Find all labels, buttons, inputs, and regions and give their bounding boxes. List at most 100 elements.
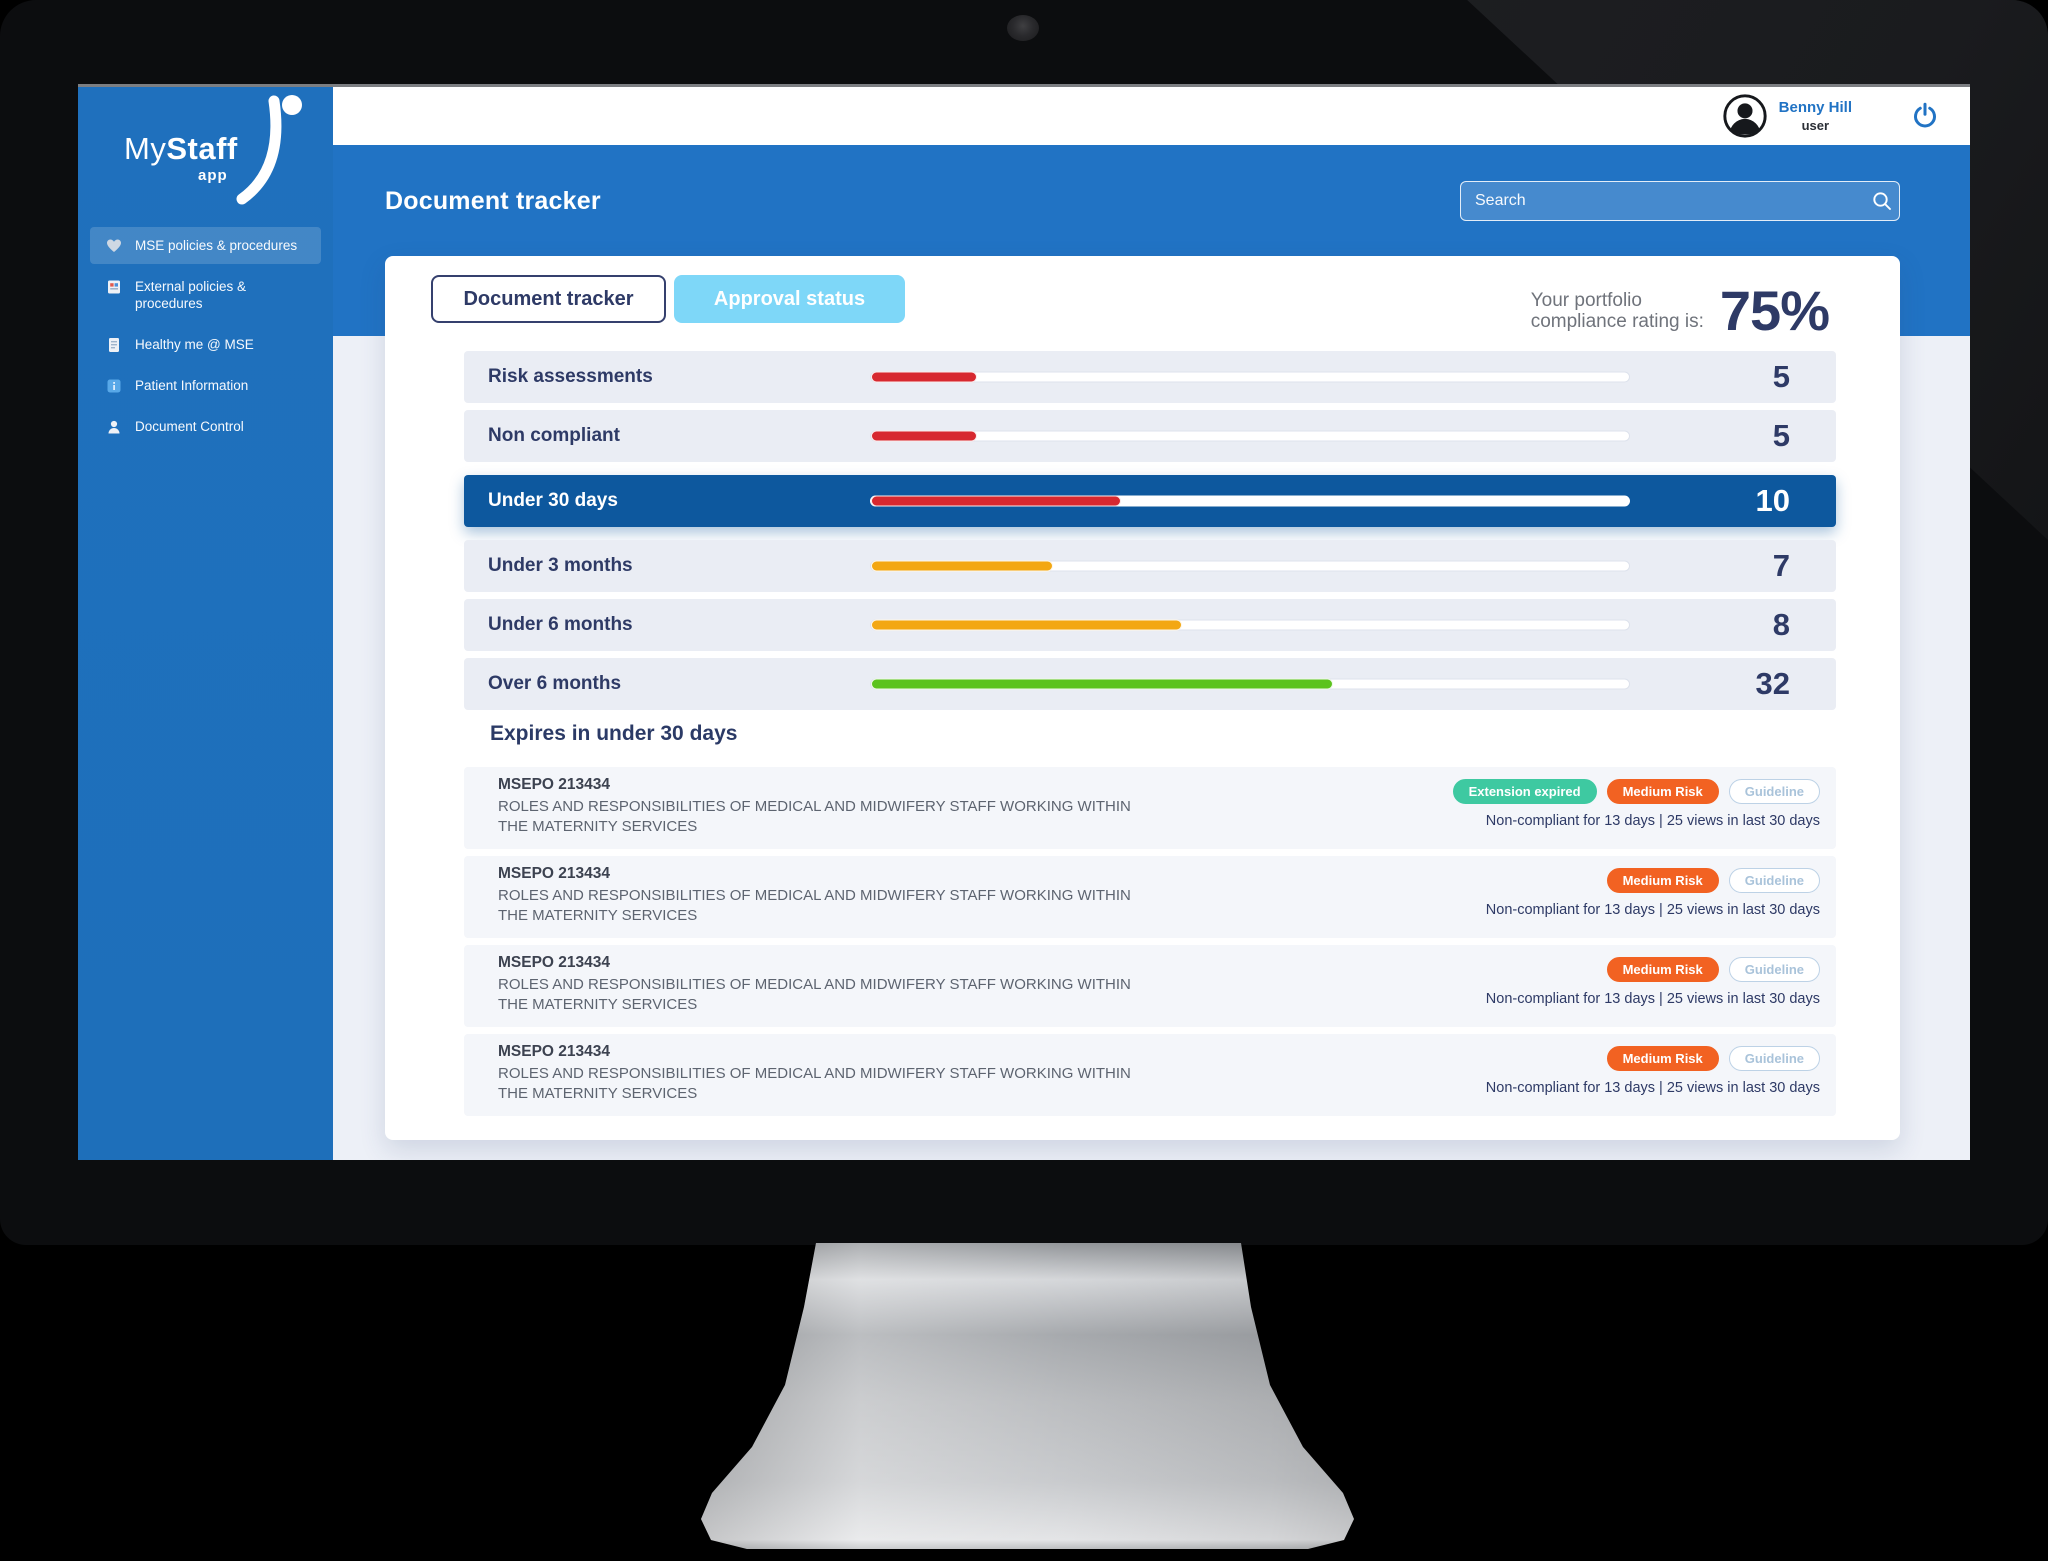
badge-guideline: Guideline	[1728, 1046, 1820, 1071]
avatar	[1723, 94, 1767, 138]
badge-row: Medium Risk Guideline	[1486, 1046, 1820, 1071]
document-icon	[109, 338, 119, 352]
document-code: MSEPO 213434	[498, 865, 611, 882]
sidebar-item-label: MSE policies & procedures	[135, 238, 298, 253]
progress-fill	[871, 430, 978, 442]
progress-track	[870, 495, 1630, 507]
tracker-row-count: 5	[1772, 359, 1790, 394]
document-title: ROLES AND RESPONSIBILITIES OF MEDICAL AN…	[498, 976, 1131, 1013]
progress-track	[870, 430, 1630, 442]
topbar: Benny Hill user	[333, 87, 1970, 145]
sidebar-item-document-control[interactable]: Document Control	[90, 408, 321, 445]
progress-fill	[871, 495, 1122, 507]
search-input[interactable]	[1461, 192, 1865, 210]
document-info: MSEPO 213434 ROLES AND RESPONSIBILITIES O…	[464, 1034, 1138, 1116]
tracker-row-risk-assessments[interactable]: Risk assessments 5	[464, 351, 1836, 403]
progress-fill	[871, 560, 1053, 572]
document-code: MSEPO 213434	[498, 776, 611, 793]
document-list-item[interactable]: MSEPO 213434 ROLES AND RESPONSIBILITIES O…	[464, 945, 1836, 1027]
document-title: ROLES AND RESPONSIBILITIES OF MEDICAL AN…	[498, 887, 1131, 924]
document-info: MSEPO 213434 ROLES AND RESPONSIBILITIES O…	[464, 945, 1138, 1027]
main-area: Benny Hill user Document tracker D	[333, 87, 1970, 1160]
badge-guideline: Guideline	[1728, 957, 1820, 982]
webcam-dot	[1007, 15, 1039, 41]
tab-document-tracker[interactable]: Document tracker	[431, 275, 666, 323]
document-code: MSEPO 213434	[498, 954, 611, 971]
sidebar-nav: MSE policies & procedures External polic…	[78, 223, 333, 449]
user-menu[interactable]: Benny Hill user	[1723, 94, 1852, 138]
sidebar-item-mse-policies[interactable]: MSE policies & procedures	[90, 227, 321, 264]
search-bar	[1460, 181, 1900, 221]
document-stats: Non-compliant for 13 days | 25 views in …	[1485, 813, 1820, 829]
sidebar-item-external-policies[interactable]: External policies & procedures	[90, 268, 321, 322]
tab-approval-status[interactable]: Approval status	[674, 275, 905, 323]
compliance-rating: Your portfolio compliance rating is: 75%	[1530, 278, 1830, 343]
tracker-row-count: 5	[1772, 418, 1790, 453]
document-stats: Non-compliant for 13 days | 25 views in …	[1485, 902, 1820, 918]
document-list-item[interactable]: MSEPO 213434 ROLES AND RESPONSIBILITIES O…	[464, 856, 1836, 938]
monitor-stand	[701, 1243, 1354, 1549]
user-name: Benny Hill	[1778, 99, 1852, 116]
progress-track	[870, 371, 1630, 383]
compliance-value: 75%	[1719, 279, 1830, 342]
app-logo: MyStaff app	[78, 87, 333, 223]
tracker-row-label: Risk assessments	[488, 366, 653, 387]
tracker-row-under-6-months[interactable]: Under 6 months 8	[464, 599, 1836, 651]
page-title: Document tracker	[385, 187, 601, 215]
sidebar-item-label: Healthy me @ MSE	[135, 337, 254, 352]
document-meta: Extension expired Medium Risk Guideline Non…	[1452, 767, 1836, 849]
logout-power-icon[interactable]	[1910, 101, 1940, 131]
compliance-label: Your portfolio compliance rating is:	[1530, 289, 1704, 332]
document-stats: Non-compliant for 13 days | 25 views in …	[1485, 1080, 1820, 1096]
tracker-card: Document tracker Approval status Your po…	[385, 256, 1900, 1140]
document-info: MSEPO 213434 ROLES AND RESPONSIBILITIES O…	[464, 767, 1138, 849]
tracker-row-under-30-days[interactable]: Under 30 days 10	[464, 475, 1836, 527]
progress-track	[870, 619, 1630, 631]
sidebar-item-label: Document Control	[135, 419, 244, 434]
badge-row: Medium Risk Guideline	[1486, 957, 1820, 982]
document-code: MSEPO 213434	[498, 1043, 611, 1060]
tracker-row-non-compliant[interactable]: Non compliant 5	[464, 410, 1836, 462]
tracker-row-label: Under 3 months	[488, 555, 633, 576]
tracker-row-label: Non compliant	[488, 425, 620, 446]
info-square-icon	[107, 379, 121, 393]
logo-swoosh-icon	[236, 95, 302, 205]
progress-track	[870, 678, 1630, 690]
document-stats: Non-compliant for 13 days | 25 views in …	[1485, 991, 1820, 1007]
progress-fill	[871, 371, 978, 383]
tracker-row-over-6-months[interactable]: Over 6 months 32	[464, 658, 1836, 710]
clipboard-icon	[108, 280, 120, 294]
tracker-row-count: 7	[1772, 548, 1790, 583]
document-list-item[interactable]: MSEPO 213434 ROLES AND RESPONSIBILITIES O…	[464, 1034, 1836, 1116]
tracker-row-label: Over 6 months	[488, 673, 622, 694]
document-list-item[interactable]: MSEPO 213434 ROLES AND RESPONSIBILITIES O…	[464, 767, 1836, 849]
sidebar-item-healthy-me[interactable]: Healthy me @ MSE	[90, 326, 321, 363]
badge-guideline: Guideline	[1728, 868, 1820, 893]
search-icon[interactable]	[1865, 189, 1899, 213]
progress-track	[870, 560, 1630, 572]
tracker-row-count: 10	[1755, 483, 1790, 518]
tracker-row-count: 32	[1755, 666, 1790, 701]
sidebar-item-label: External policies & procedures	[135, 279, 247, 311]
sidebar: MyStaff app MSE policies & procedures Ex…	[78, 87, 333, 1160]
badge-guideline: Guideline	[1728, 779, 1820, 804]
badge-extension-expired: Extension expired	[1452, 779, 1597, 804]
progress-fill	[871, 678, 1334, 690]
sidebar-item-label: Patient Information	[135, 378, 249, 393]
logo-sub-label: app	[198, 167, 228, 184]
document-meta: Medium Risk Guideline Non-compliant for 13…	[1486, 856, 1836, 938]
badge-row: Extension expired Medium Risk Guideline	[1452, 779, 1820, 804]
document-meta: Medium Risk Guideline Non-compliant for 13…	[1486, 1034, 1836, 1116]
user-role: user	[1801, 118, 1830, 133]
person-icon	[108, 420, 120, 434]
tracker-row-count: 8	[1772, 607, 1790, 642]
app-window: MyStaff app MSE policies & procedures Ex…	[78, 84, 1970, 1160]
document-meta: Medium Risk Guideline Non-compliant for 13…	[1486, 945, 1836, 1027]
badge-medium-risk: Medium Risk	[1606, 957, 1719, 982]
tracker-row-under-3-months[interactable]: Under 3 months 7	[464, 540, 1836, 592]
badge-medium-risk: Medium Risk	[1606, 868, 1719, 893]
expires-heading: Expires in under 30 days	[490, 722, 738, 745]
document-title: ROLES AND RESPONSIBILITIES OF MEDICAL AN…	[498, 798, 1131, 835]
sidebar-item-patient-information[interactable]: Patient Information	[90, 367, 321, 404]
